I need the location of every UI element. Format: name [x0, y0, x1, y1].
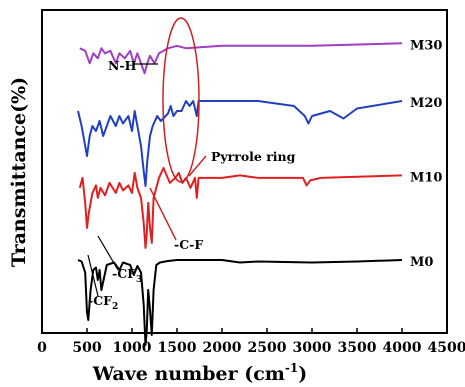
- x-tick-label: 3000: [293, 340, 332, 356]
- series-layer: [77, 42, 403, 346]
- x-tick-label: 4500: [428, 340, 465, 356]
- series-line-m30: [79, 42, 403, 75]
- x-tick-label: 4000: [383, 340, 422, 356]
- x-tick-label: 3500: [338, 340, 377, 356]
- cf3-label: -CF3: [112, 266, 142, 285]
- cf3-arrow: [97, 235, 119, 271]
- pyrrole-ring-label: Pyrrole ring: [211, 149, 296, 164]
- nh-label: N-H: [108, 58, 137, 73]
- x-tick-label: 1500: [158, 340, 197, 356]
- pyrrole-ring-ellipse: [162, 17, 200, 183]
- x-tick-label: 0: [37, 340, 47, 356]
- x-axis-tick-labels: 0 500 1000 1500 2000 2500 3000 3500 4000 4500: [37, 340, 465, 356]
- cf2-arrow: [87, 254, 99, 297]
- series-label-m10: M10: [410, 170, 442, 185]
- plot-frame: [41, 9, 448, 334]
- x-axis-title: Wave number (cm-1): [92, 361, 307, 385]
- x-tick-label: 2500: [248, 340, 287, 356]
- series-label-m0: M0: [410, 255, 433, 270]
- x-tick-label: 2000: [203, 340, 242, 356]
- cf-arrow: [149, 187, 177, 241]
- x-tick-label: 1000: [113, 340, 152, 356]
- series-line-m10: [78, 166, 403, 249]
- x-tick-label: 500: [72, 340, 101, 356]
- annotations: Pyrrole ring N-H -C-F -CF3 -CF2: [87, 17, 296, 312]
- cf2-label: -CF2: [88, 293, 118, 312]
- series-labels: M0 M10 M20 M30: [410, 38, 442, 270]
- series-label-m30: M30: [410, 38, 442, 53]
- series-line-m0: [77, 259, 403, 346]
- x-axis-ticks: [41, 328, 448, 333]
- cf-label: -C-F: [174, 237, 203, 252]
- pyrrole-arrow: [188, 155, 207, 177]
- series-line-m20: [77, 100, 403, 187]
- y-axis-title: Transmittance(%): [8, 77, 30, 267]
- series-label-m20: M20: [410, 96, 442, 111]
